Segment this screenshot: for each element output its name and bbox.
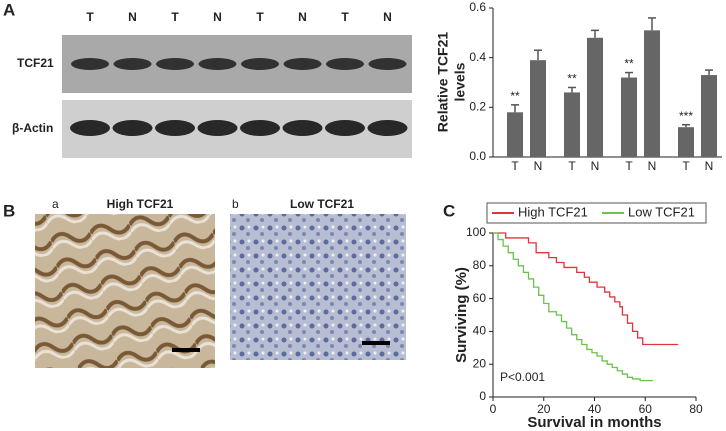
significance-label: ** xyxy=(624,57,634,71)
panel-label: A xyxy=(3,0,15,19)
x-tick-label: N xyxy=(648,159,657,173)
blot-band xyxy=(155,120,195,136)
bar xyxy=(644,30,660,158)
lane-label: T xyxy=(341,10,349,24)
y-tick-label: 0.0 xyxy=(469,149,486,163)
blot-band xyxy=(198,58,237,70)
lane-label: N xyxy=(213,10,222,24)
lane-label: N xyxy=(298,10,307,24)
legend-box xyxy=(486,202,707,224)
panel-label: C xyxy=(443,201,455,220)
significance-label: *** xyxy=(679,109,693,123)
y-tick-label: 100 xyxy=(466,225,486,239)
blot-band xyxy=(325,120,365,136)
y-tick-label: 40 xyxy=(473,324,487,338)
blot-band xyxy=(156,58,194,70)
annotation: P<0.001 xyxy=(500,370,545,384)
x-tick-label: 40 xyxy=(588,402,602,416)
ihc-label: High TCF21 xyxy=(107,197,174,211)
blot-band xyxy=(368,58,407,70)
lane-label: N xyxy=(128,10,137,24)
blot-band xyxy=(241,58,279,70)
bar xyxy=(701,75,717,157)
y-axis-label: levels xyxy=(452,62,468,101)
y-tick-label: 0 xyxy=(479,389,486,403)
x-tick-label: N xyxy=(534,159,543,173)
ihc-letter: a xyxy=(52,197,59,211)
x-tick-label: T xyxy=(511,159,519,173)
blot-band xyxy=(282,120,323,136)
blot-band xyxy=(240,120,280,136)
x-tick-label: N xyxy=(591,159,600,173)
bar xyxy=(507,112,523,157)
scale-bar xyxy=(172,348,200,352)
lane-label: T xyxy=(171,10,179,24)
y-tick-label: 20 xyxy=(473,356,487,370)
bar xyxy=(530,60,546,157)
ihc-label: Low TCF21 xyxy=(290,197,354,211)
blot-band xyxy=(112,120,153,136)
survival-curve xyxy=(493,232,679,346)
survival-curve xyxy=(493,232,653,382)
blot-band xyxy=(70,120,110,136)
y-tick-label: 0.6 xyxy=(469,0,486,14)
lane-label: N xyxy=(383,10,392,24)
y-tick-label: 0.2 xyxy=(469,100,486,114)
significance-label: ** xyxy=(510,89,520,103)
lane-label: T xyxy=(256,10,264,24)
x-tick-label: T xyxy=(682,159,690,173)
legend-label: High TCF21 xyxy=(518,204,588,219)
blot-band xyxy=(197,120,238,136)
scale-bar xyxy=(362,341,390,345)
panel-label: B xyxy=(3,201,15,220)
bar xyxy=(564,92,580,157)
ihc-image xyxy=(35,214,215,368)
lane-label: T xyxy=(86,10,94,24)
y-axis-label: Surviving (%) xyxy=(453,267,470,363)
x-tick-label: T xyxy=(568,159,576,173)
blot-row-label: TCF21 xyxy=(17,56,54,70)
x-axis-label: Survival in months xyxy=(527,414,661,431)
ihc-image xyxy=(230,214,406,360)
blot-band xyxy=(71,58,109,70)
significance-label: ** xyxy=(567,72,577,86)
x-tick-label: T xyxy=(625,159,633,173)
blot-row-label: β-Actin xyxy=(12,121,53,135)
bar xyxy=(621,77,637,157)
x-tick-label: N xyxy=(705,159,714,173)
bar xyxy=(587,37,603,157)
bar xyxy=(678,127,694,157)
y-tick-label: 0.4 xyxy=(469,50,486,64)
x-tick-label: 60 xyxy=(639,402,653,416)
blot-band xyxy=(283,58,322,70)
ihc-letter: b xyxy=(232,197,239,211)
blot-band xyxy=(326,58,364,70)
x-tick-label: 0 xyxy=(490,402,497,416)
y-tick-label: 80 xyxy=(473,258,487,272)
y-axis-label: Relative TCF21 xyxy=(435,32,451,133)
blot-band xyxy=(367,120,408,136)
blot-band xyxy=(113,58,152,70)
legend-label: Low TCF21 xyxy=(628,204,695,219)
x-tick-label: 80 xyxy=(689,402,703,416)
x-tick-label: 20 xyxy=(537,402,551,416)
y-tick-label: 60 xyxy=(473,291,487,305)
